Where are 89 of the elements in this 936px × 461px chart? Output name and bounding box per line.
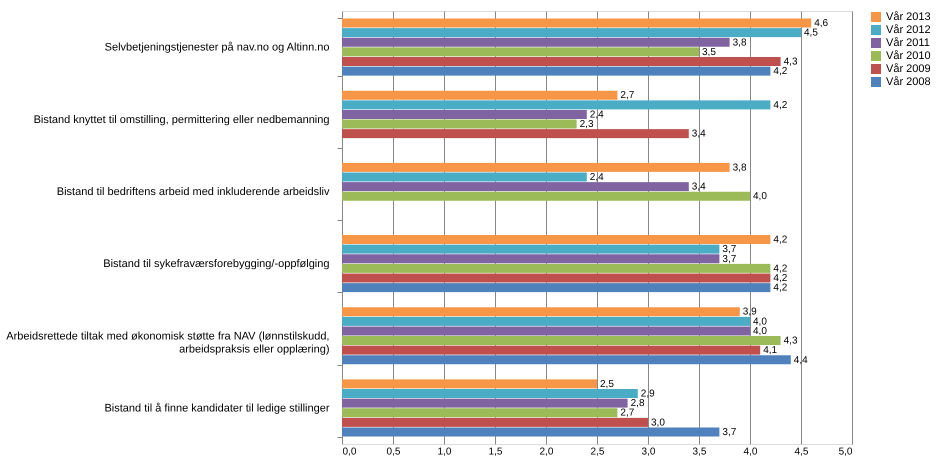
bar — [342, 47, 699, 56]
x-tick-label: 3,0 — [642, 446, 656, 458]
bar — [342, 38, 730, 47]
data-label: 4,2 — [773, 234, 788, 246]
bar — [342, 346, 760, 355]
data-label: 2,8 — [630, 398, 645, 410]
bar — [342, 129, 689, 138]
x-tick-label: 1,0 — [438, 446, 452, 458]
y-tick-label: Bistand til bedriftens arbeid med inkluderende arbeidsliv — [56, 186, 330, 198]
data-label: 4,2 — [773, 263, 788, 274]
legend-label: Vår 2012 — [886, 24, 931, 36]
x-tick-label: 2,5 — [590, 446, 605, 458]
y-tick-label: Bistand til å finne kandidater til ledige stillinger — [104, 402, 330, 414]
bar — [342, 244, 720, 254]
legend-label: Vår 2008 — [886, 76, 931, 88]
data-label: 3,9 — [742, 306, 758, 318]
data-label: 4,2 — [773, 273, 788, 284]
data-label: 4,4 — [794, 354, 808, 366]
bar — [342, 326, 750, 336]
data-label: 4,2 — [773, 282, 788, 294]
bar — [342, 110, 587, 119]
bar — [342, 120, 577, 129]
x-tick-label: 4,0 — [744, 446, 758, 458]
bar — [342, 235, 770, 244]
bar — [342, 336, 781, 346]
data-label: 4,3 — [784, 336, 798, 347]
data-label: 2,7 — [620, 90, 635, 102]
legend-label: Vår 2011 — [886, 37, 930, 49]
bar — [342, 355, 791, 364]
bar — [342, 162, 730, 172]
bar — [342, 316, 750, 326]
legend-label: Vår 2010 — [886, 50, 931, 62]
data-label: 4,2 — [773, 100, 788, 111]
data-label: 4,5 — [804, 28, 818, 39]
data-label: 3,8 — [732, 162, 747, 174]
bar — [342, 100, 770, 110]
bar — [342, 28, 801, 38]
bar — [342, 66, 770, 76]
data-label: 2,7 — [620, 408, 635, 419]
bar — [342, 398, 628, 408]
x-tick-label: 1,5 — [488, 446, 503, 458]
data-label: 4,0 — [753, 316, 768, 328]
data-label: 2,9 — [640, 388, 656, 400]
bar — [342, 264, 770, 273]
data-label: 3,7 — [722, 426, 737, 438]
data-label: 3,4 — [692, 182, 706, 193]
x-tick-label: 0,5 — [386, 446, 401, 458]
bar — [342, 388, 638, 398]
x-tick-label: 3,5 — [692, 446, 707, 458]
data-label: 2,4 — [590, 109, 604, 120]
data-label: 4,6 — [814, 18, 829, 30]
data-label: 4,1 — [763, 345, 778, 356]
bar — [342, 57, 781, 66]
bar — [342, 90, 618, 100]
data-label: 3,0 — [651, 417, 666, 428]
data-label: 2,5 — [600, 378, 614, 390]
bar — [342, 274, 770, 283]
y-tick-label: Bistand knyttet til omstilling, permittering eller nedbemanning — [34, 114, 330, 126]
bar — [342, 192, 750, 201]
data-label: 4,3 — [784, 56, 798, 68]
bar — [342, 379, 597, 388]
x-tick-label: 2,0 — [540, 446, 554, 458]
bar — [342, 254, 720, 264]
data-label: 4,2 — [773, 66, 788, 78]
x-tick-label: 4,5 — [794, 446, 809, 458]
bar — [342, 418, 648, 427]
y-tick-label: Selvbetjeningstjenester på nav.no og Altinn.no — [104, 42, 330, 54]
data-label: 3,7 — [722, 254, 737, 265]
data-label: 3,8 — [732, 37, 747, 48]
y-tick-label: Bistand til sykefraværsforebygging/-oppfølging — [103, 258, 330, 270]
data-label: 3,5 — [702, 46, 716, 58]
bar — [342, 18, 812, 28]
x-tick-label: 5,0 — [838, 446, 853, 458]
bar — [342, 172, 587, 182]
bar — [342, 182, 689, 192]
bar — [342, 427, 720, 436]
legend-label: Vår 2013 — [886, 11, 931, 23]
data-label: 4,0 — [753, 191, 768, 202]
y-tick-label: Arbeidsrettede tiltak med økonomisk støtte fra NAV (lønnstilskudd, arbeidspraksis eller opplæring) — [6, 330, 330, 356]
x-tick-label: 0,0 — [342, 446, 357, 458]
bar — [342, 283, 770, 292]
bar — [342, 408, 618, 418]
data-label: 3,7 — [722, 244, 737, 256]
data-label: 4,0 — [753, 326, 768, 337]
data-label: 3,4 — [692, 128, 706, 140]
bar — [342, 307, 740, 316]
data-label: 2,3 — [580, 119, 594, 130]
data-label: 2,4 — [590, 172, 604, 183]
legend-label: Vår 2009 — [886, 63, 931, 75]
